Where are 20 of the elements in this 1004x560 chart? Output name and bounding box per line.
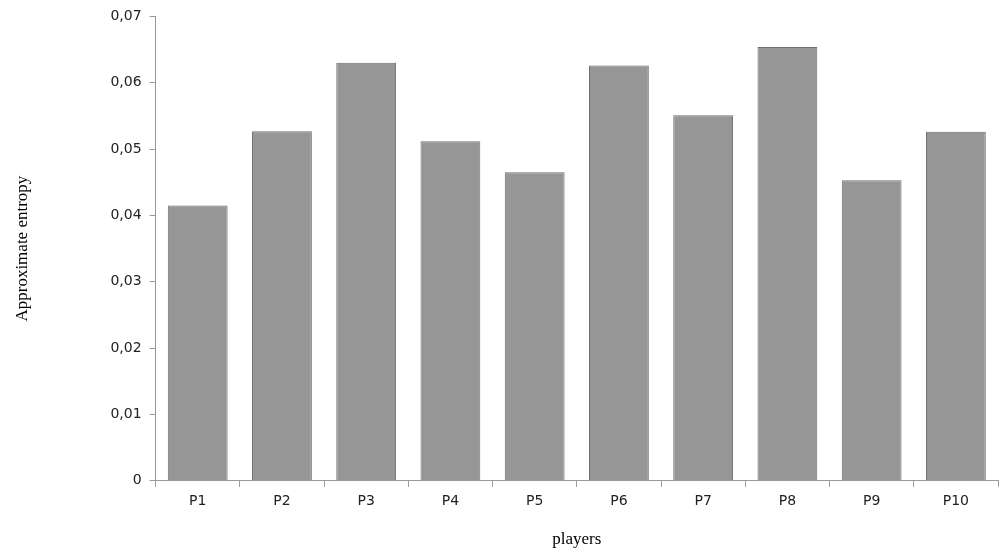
x-tick-label: P10 xyxy=(942,491,970,508)
y-tick-label: 0,07 xyxy=(110,7,142,24)
y-tick-label: 0,05 xyxy=(110,139,142,156)
x-axis-title: players xyxy=(552,529,602,549)
x-tick-label: P4 xyxy=(441,491,460,508)
y-tick-label: 0,04 xyxy=(110,206,142,223)
x-tick-label: P5 xyxy=(525,491,544,508)
y-tick-label: 0,01 xyxy=(110,405,142,422)
y-tick-label: 0,03 xyxy=(110,272,142,289)
x-tick-label: P2 xyxy=(273,491,291,508)
x-tick-label: P1 xyxy=(189,491,207,508)
y-tick-label: 0,02 xyxy=(110,338,142,355)
x-tick-label: P7 xyxy=(694,491,712,508)
x-tick-label: P3 xyxy=(357,491,375,508)
y-tick-label: 0,06 xyxy=(110,73,142,90)
y-axis-title: Approximate entropy xyxy=(11,175,31,322)
x-tick-label: P8 xyxy=(778,491,797,508)
x-tick-label: P6 xyxy=(610,491,628,508)
y-tick-label: 0 xyxy=(132,471,142,488)
x-tick-label: P9 xyxy=(862,491,881,508)
